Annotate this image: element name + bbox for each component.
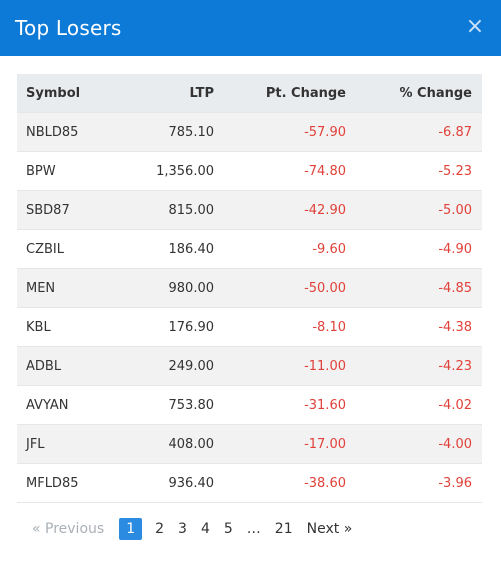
cell-ltp: 408.00 (168, 436, 215, 452)
cell-symbol: CZBIL (26, 241, 64, 257)
cell-ltp: 785.10 (168, 124, 215, 140)
cell-ltp: 980.00 (168, 280, 215, 296)
cell-symbol: ADBL (26, 358, 62, 374)
table-row: ADBL 249.00 -11.00 -4.23 (17, 347, 482, 386)
previous-page-link: « Previous (32, 521, 105, 537)
cell-pt-change: -8.10 (312, 319, 346, 335)
cell-symbol: SBD87 (26, 202, 70, 218)
cell-symbol: JFL (26, 436, 45, 452)
header-symbol[interactable]: Symbol (26, 85, 81, 101)
cell-ltp: 249.00 (168, 358, 215, 374)
header-ltp[interactable]: LTP (189, 85, 214, 101)
cell-symbol: AVYAN (26, 397, 69, 413)
cell-ltp: 1,356.00 (156, 163, 214, 179)
header-pct-change[interactable]: % Change (399, 85, 473, 101)
page-link-1[interactable]: 1 (119, 518, 143, 540)
table-row: KBL 176.90 -8.10 -4.38 (17, 308, 482, 347)
cell-pct-change: -4.38 (438, 319, 472, 335)
cell-pct-change: -6.87 (438, 124, 472, 140)
cell-pt-change: -42.90 (304, 202, 346, 218)
cell-pt-change: -38.60 (304, 475, 346, 491)
cell-ltp: 753.80 (168, 397, 215, 413)
cell-pct-change: -4.85 (438, 280, 472, 296)
cell-pct-change: -4.02 (438, 397, 472, 413)
close-icon[interactable]: × (465, 14, 485, 39)
cell-pt-change: -17.00 (304, 436, 346, 452)
modal-header: Top Losers × (0, 0, 501, 56)
header-pt-change[interactable]: Pt. Change (265, 85, 346, 101)
table-row: MFLD85 936.40 -38.60 -3.96 (17, 464, 482, 503)
cell-symbol: MEN (26, 280, 56, 296)
table-row: MEN 980.00 -50.00 -4.85 (17, 269, 482, 308)
page-link-5[interactable]: 5 (223, 521, 233, 537)
pagination: « Previous 1 2 3 4 5 … 21 Next » (25, 518, 359, 540)
cell-ltp: 815.00 (168, 202, 215, 218)
page-link-3[interactable]: 3 (178, 521, 187, 537)
page-link-21[interactable]: 21 (274, 521, 293, 537)
modal-title: Top Losers (15, 16, 122, 40)
cell-pct-change: -4.00 (438, 436, 472, 452)
table-row: CZBIL 186.40 -9.60 -4.90 (17, 230, 482, 269)
cell-symbol: BPW (26, 163, 56, 179)
cell-pct-change: -5.23 (438, 163, 472, 179)
cell-pt-change: -9.60 (312, 241, 346, 257)
cell-pt-change: -50.00 (304, 280, 346, 296)
cell-symbol: MFLD85 (26, 475, 79, 491)
cell-symbol: NBLD85 (26, 124, 79, 140)
cell-pt-change: -31.60 (304, 397, 346, 413)
cell-pt-change: -57.90 (304, 124, 346, 140)
cell-ltp: 186.40 (168, 241, 215, 257)
losers-table: Symbol LTP Pt. Change % Change NBLD85 78… (17, 74, 482, 503)
page-link-2[interactable]: 2 (155, 521, 165, 537)
page-ellipsis: … (246, 521, 261, 537)
table-row: JFL 408.00 -17.00 -4.00 (17, 425, 482, 464)
cell-pt-change: -11.00 (304, 358, 346, 374)
table-row: NBLD85 785.10 -57.90 -6.87 (17, 113, 482, 152)
cell-pct-change: -5.00 (438, 202, 472, 218)
cell-pct-change: -3.96 (438, 475, 472, 491)
next-page-link[interactable]: Next » (306, 521, 353, 537)
table-header-row: Symbol LTP Pt. Change % Change (17, 74, 482, 113)
cell-pct-change: -4.90 (438, 241, 472, 257)
table-row: BPW 1,356.00 -74.80 -5.23 (17, 152, 482, 191)
cell-pt-change: -74.80 (304, 163, 346, 179)
cell-pct-change: -4.23 (438, 358, 472, 374)
table-row: AVYAN 753.80 -31.60 -4.02 (17, 386, 482, 425)
page-link-4[interactable]: 4 (200, 521, 210, 537)
cell-ltp: 936.40 (168, 475, 215, 491)
cell-ltp: 176.90 (168, 319, 215, 335)
cell-symbol: KBL (26, 319, 51, 335)
table-row: SBD87 815.00 -42.90 -5.00 (17, 191, 482, 230)
